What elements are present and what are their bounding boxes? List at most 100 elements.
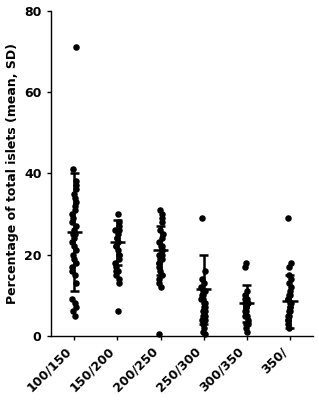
Point <box>73 198 78 205</box>
Point <box>203 288 208 294</box>
Point <box>70 268 75 274</box>
Y-axis label: Percentage of total islets (mean, SD): Percentage of total islets (mean, SD) <box>5 43 19 304</box>
Point <box>116 227 121 233</box>
Point <box>200 292 205 298</box>
Point <box>203 308 208 315</box>
Point <box>71 190 77 197</box>
Point <box>73 223 78 229</box>
Point <box>242 292 247 298</box>
Point <box>245 316 250 323</box>
Point <box>72 194 77 201</box>
Point <box>159 247 164 254</box>
Point <box>71 235 76 242</box>
Point <box>242 296 248 302</box>
Point <box>200 292 205 298</box>
Point <box>286 280 292 286</box>
Point <box>246 300 251 306</box>
Point <box>243 260 248 266</box>
Point <box>116 251 121 258</box>
Point <box>115 239 121 246</box>
Point <box>201 320 206 327</box>
Point <box>114 243 119 250</box>
Point <box>288 304 293 310</box>
Point <box>160 231 165 237</box>
Point <box>73 206 78 213</box>
Point <box>157 251 162 258</box>
Point <box>156 264 161 270</box>
Point <box>243 308 248 315</box>
Point <box>113 260 118 266</box>
Point <box>116 219 122 225</box>
Point <box>159 243 164 250</box>
Point <box>286 316 291 323</box>
Point <box>245 288 250 294</box>
Point <box>285 215 290 221</box>
Point <box>244 324 249 331</box>
Point <box>201 288 206 294</box>
Point <box>114 243 119 250</box>
Point <box>116 223 122 229</box>
Point <box>243 304 249 310</box>
Point <box>71 215 76 221</box>
Point <box>244 312 249 319</box>
Point <box>160 219 165 225</box>
Point <box>73 178 78 184</box>
Point <box>115 211 120 217</box>
Point <box>285 316 290 323</box>
Point <box>157 251 162 258</box>
Point <box>72 312 78 319</box>
Point <box>287 304 292 310</box>
Point <box>199 316 204 323</box>
Point <box>245 296 250 302</box>
Point <box>114 272 119 278</box>
Point <box>201 296 206 302</box>
Point <box>244 304 249 310</box>
Point <box>289 284 294 290</box>
Point <box>288 300 293 306</box>
Point <box>286 324 291 331</box>
Point <box>159 272 164 278</box>
Point <box>286 308 292 315</box>
Point <box>160 251 165 258</box>
Point <box>159 211 164 217</box>
Point <box>199 296 204 302</box>
Point <box>113 227 118 233</box>
Point <box>245 320 250 327</box>
Point <box>70 239 75 246</box>
Point <box>159 243 164 250</box>
Point <box>157 255 162 262</box>
Point <box>243 308 249 315</box>
Point <box>202 316 207 323</box>
Point <box>113 264 118 270</box>
Point <box>157 239 162 246</box>
Point <box>157 268 162 274</box>
Point <box>70 211 75 217</box>
Point <box>73 300 78 306</box>
Point <box>286 296 291 302</box>
Point <box>243 304 248 310</box>
Point <box>286 296 291 302</box>
Point <box>157 276 162 282</box>
Point <box>72 272 78 278</box>
Point <box>116 268 121 274</box>
Point <box>202 300 207 306</box>
Point <box>157 260 162 266</box>
Point <box>202 280 207 286</box>
Point <box>74 182 79 188</box>
Point <box>115 308 120 315</box>
Point <box>203 312 208 319</box>
Point <box>242 264 247 270</box>
Point <box>70 219 75 225</box>
Point <box>199 215 204 221</box>
Point <box>243 320 249 327</box>
Point <box>74 260 79 266</box>
Point <box>158 227 163 233</box>
Point <box>160 247 165 254</box>
Point <box>159 284 164 290</box>
Point <box>115 235 120 242</box>
Point <box>73 280 78 286</box>
Point <box>74 186 79 193</box>
Point <box>200 308 205 315</box>
Point <box>287 300 292 306</box>
Point <box>287 308 292 315</box>
